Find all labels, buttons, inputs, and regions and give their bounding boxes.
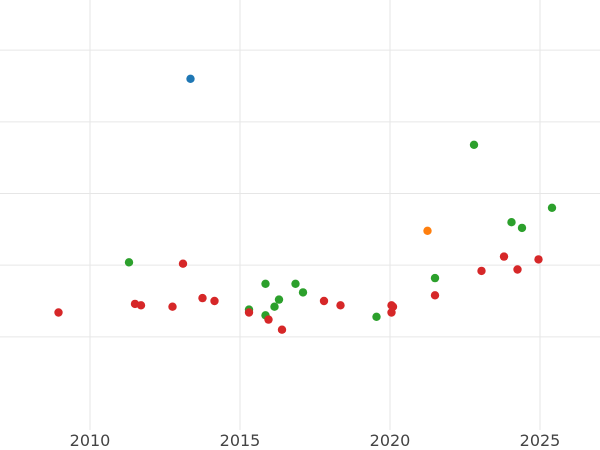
scatter-point <box>136 301 146 310</box>
scatter-point <box>423 226 432 235</box>
scatter-point <box>430 291 440 300</box>
scatter-point <box>336 301 345 310</box>
x-tick-label: 2025 <box>520 431 561 450</box>
scatter-point <box>210 296 219 306</box>
scatter-point <box>244 308 254 317</box>
scatter-point <box>291 279 300 288</box>
scatter-point <box>270 302 279 311</box>
scatter-point <box>277 325 287 334</box>
scatter-point <box>507 218 516 227</box>
x-tick-label: 2010 <box>70 431 111 450</box>
scatter-point <box>517 223 527 233</box>
scatter-point <box>261 279 270 288</box>
scatter-point <box>477 266 486 276</box>
scatter-point <box>469 140 479 149</box>
scatter-point <box>319 296 329 306</box>
scatter-point <box>372 312 381 321</box>
scatter-point <box>298 288 308 297</box>
scatter-point <box>198 293 207 303</box>
scatter-point <box>264 315 273 324</box>
x-tick-label: 2015 <box>220 431 261 450</box>
scatter-point <box>430 273 440 283</box>
data-points <box>54 74 557 334</box>
scatter-point <box>54 308 63 317</box>
scatter-point <box>186 74 195 84</box>
x-tick-label: 2020 <box>370 431 411 450</box>
scatter-point <box>178 259 188 268</box>
scatter-point <box>168 302 177 311</box>
scatter-point <box>274 295 284 304</box>
grid <box>0 0 600 430</box>
scatter-point <box>124 258 134 267</box>
x-axis-ticks: 2010 2015 2020 2025 <box>70 431 561 450</box>
scatter-point <box>513 265 522 274</box>
scatter-point <box>387 308 396 317</box>
scatter-point <box>499 252 509 261</box>
scatter-point <box>534 255 543 264</box>
scatter-point <box>547 203 557 212</box>
